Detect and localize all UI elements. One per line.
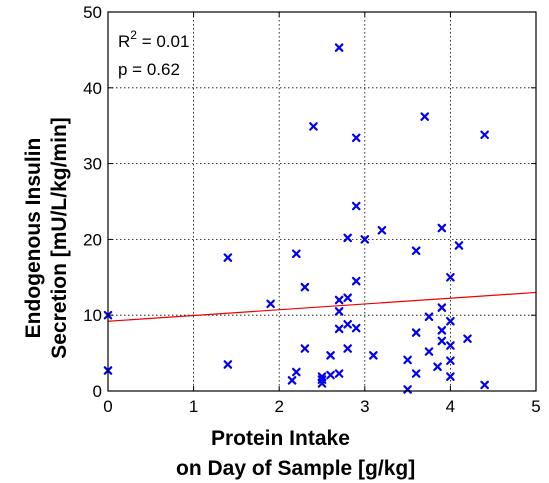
data-point: [300, 344, 310, 353]
data-point: [411, 246, 421, 256]
data-point: [446, 356, 455, 365]
data-point: [300, 282, 310, 292]
data-point: [446, 372, 455, 381]
data-point: [411, 369, 421, 378]
data-points: [103, 43, 489, 394]
data-point: [309, 122, 318, 131]
data-point: [334, 295, 344, 305]
grid-lines: [108, 12, 536, 391]
data-point: [433, 362, 442, 372]
data-point: [446, 316, 455, 326]
data-point: [446, 273, 455, 282]
data-point: [437, 303, 447, 312]
y-tick-label: 20: [83, 230, 102, 249]
x-tick-label: 2: [274, 397, 283, 416]
data-point: [287, 376, 297, 385]
p-value-annotation: p = 0.62: [118, 60, 180, 79]
x-tick-label: 0: [103, 397, 112, 416]
data-point: [351, 276, 361, 286]
data-point: [292, 367, 301, 377]
data-point: [360, 235, 370, 244]
data-point: [446, 341, 455, 350]
data-point: [403, 355, 412, 365]
regression-fit-line: [107, 291, 537, 322]
plot-frame: [107, 11, 537, 392]
data-point: [223, 360, 233, 369]
data-point: [351, 323, 361, 333]
data-point: [437, 223, 447, 233]
data-point: [334, 324, 344, 334]
fit-line-group: [107, 291, 537, 322]
y-tick-label: 10: [83, 306, 102, 325]
r-squared-annotation: R2 = 0.01: [118, 28, 189, 51]
data-point: [351, 201, 361, 211]
data-point: [420, 112, 430, 121]
data-point: [334, 307, 344, 316]
data-point: [424, 347, 434, 356]
data-point: [343, 293, 352, 303]
y-axis-title-line-2: Secretion [mU/L/kg/min]: [48, 117, 71, 359]
data-point: [424, 312, 434, 322]
data-point: [437, 336, 447, 346]
y-tick-label: 50: [83, 3, 102, 22]
data-point: [377, 226, 387, 235]
data-point: [334, 369, 344, 378]
x-tick-label: 3: [360, 397, 369, 416]
data-point: [480, 380, 489, 390]
x-tick-label: 1: [189, 397, 198, 416]
data-point: [343, 233, 352, 243]
y-axis-title-line-1: Endogenous Insulin: [22, 138, 45, 339]
data-point: [480, 130, 489, 140]
data-point: [223, 253, 233, 262]
data-point: [334, 43, 344, 52]
data-point: [326, 370, 335, 380]
data-point: [326, 351, 335, 360]
x-tick-label: 5: [531, 397, 540, 416]
y-tick-label: 30: [83, 155, 102, 174]
data-point: [437, 326, 447, 335]
data-point: [463, 334, 472, 343]
data-point: [454, 241, 464, 250]
x-axis-title-line-1: Protein Intake: [211, 427, 350, 450]
data-point: [266, 299, 275, 309]
data-point: [292, 249, 301, 259]
x-tick-label: 4: [446, 397, 455, 416]
data-point: [343, 344, 352, 353]
data-point: [411, 328, 421, 337]
data-point: [343, 319, 352, 329]
data-point: [351, 133, 361, 143]
data-point: [369, 351, 378, 360]
data-point: [403, 385, 412, 394]
x-axis-title-line-2: on Day of Sample [g/kg]: [176, 457, 415, 480]
y-tick-label: 0: [93, 382, 102, 401]
data-point: [317, 379, 327, 388]
y-tick-label: 40: [83, 79, 102, 98]
